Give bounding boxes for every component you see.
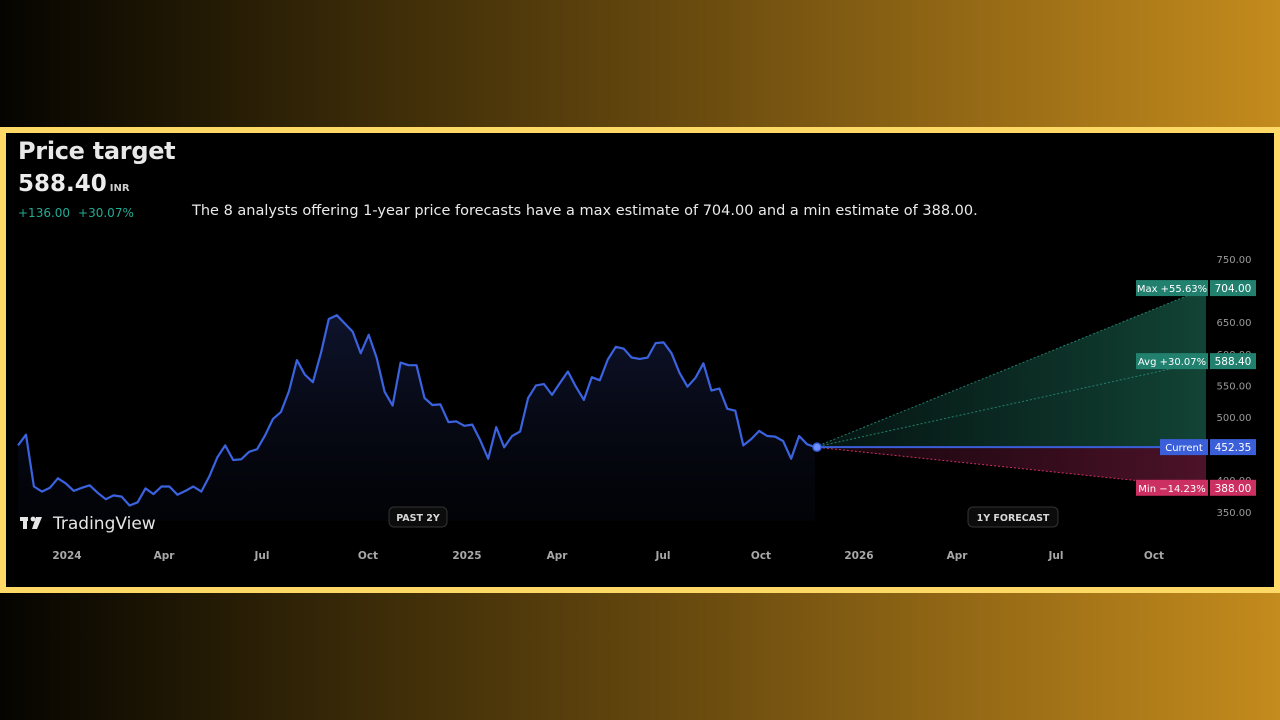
x-tick-label: Apr [947, 550, 969, 562]
min-label: Min −14.23% [1138, 484, 1205, 495]
x-tick-label: 2025 [452, 550, 481, 562]
page-title: Price target [18, 137, 176, 165]
avg-value-badge [1210, 353, 1256, 370]
x-tick-label: Jul [254, 550, 270, 562]
current-value-label: 452.35 [1215, 442, 1252, 454]
price-value: 588.40 [18, 171, 107, 197]
x-tick-label: Oct [358, 550, 378, 562]
price-target-panel: Price target 588.40 INR +136.00 +30.07% Th… [6, 133, 1274, 587]
history-line [17, 314, 816, 507]
y-tick-label: 550.00 [1217, 381, 1252, 392]
max-value-label: 704.00 [1215, 283, 1252, 295]
x-tick-label: 2024 [52, 550, 81, 562]
section-label-pill [967, 506, 1059, 528]
tradingview-logo-mark [23, 517, 27, 529]
section-label: PAST 2Y [396, 513, 440, 524]
section-label-pill [388, 506, 448, 528]
change-abs: +136.00 [18, 206, 71, 220]
x-tick-label: Apr [547, 550, 569, 562]
max-label: Max +55.63% [1137, 284, 1207, 295]
y-tick-label: 750.00 [1217, 255, 1252, 266]
y-tick-label: 500.00 [1217, 413, 1252, 424]
x-tick-label: Jul [655, 550, 671, 562]
min-value-label: 388.00 [1215, 483, 1252, 495]
currency-label: INR [109, 183, 130, 194]
max-label-badge [1136, 280, 1208, 297]
x-tick-label: 2026 [844, 550, 873, 562]
x-tick-label: Jul [1048, 550, 1064, 562]
tradingview-logo-mark [32, 517, 42, 529]
tradingview-logo-mark [30, 516, 36, 522]
x-tick-label: Oct [1144, 550, 1164, 562]
price-change: +136.00 +30.07% [18, 206, 134, 220]
avg-label-badge [1136, 353, 1208, 370]
current-label: Current [1165, 443, 1203, 454]
forecast-min-line [814, 446, 1207, 489]
y-tick-label: 650.00 [1217, 318, 1252, 329]
current-price-dot [812, 442, 822, 452]
price-target-value: 588.40 INR [18, 171, 130, 197]
current-value-badge [1210, 439, 1256, 456]
forecast-avg-line [814, 360, 1207, 448]
current-label-badge [1160, 439, 1208, 456]
change-pct: +30.07% [78, 206, 134, 220]
min-value-badge [1210, 479, 1256, 496]
avg-label: Avg +30.07% [1138, 357, 1206, 368]
history-area [18, 315, 815, 521]
max-value-badge [1210, 280, 1256, 297]
y-tick-label: 350.00 [1217, 508, 1252, 519]
price-target-chart[interactable]: 750.00650.00600.00550.00500.00400.00350.… [6, 133, 1274, 587]
avg-value-label: 588.40 [1215, 356, 1252, 368]
forecast-description: The 8 analysts offering 1-year price for… [192, 203, 978, 219]
x-tick-label: Oct [751, 550, 771, 562]
min-label-badge [1136, 479, 1208, 496]
section-label: 1Y FORECAST [977, 513, 1050, 524]
tradingview-logo-text: TradingView [52, 514, 156, 534]
x-tick-label: Apr [154, 550, 176, 562]
